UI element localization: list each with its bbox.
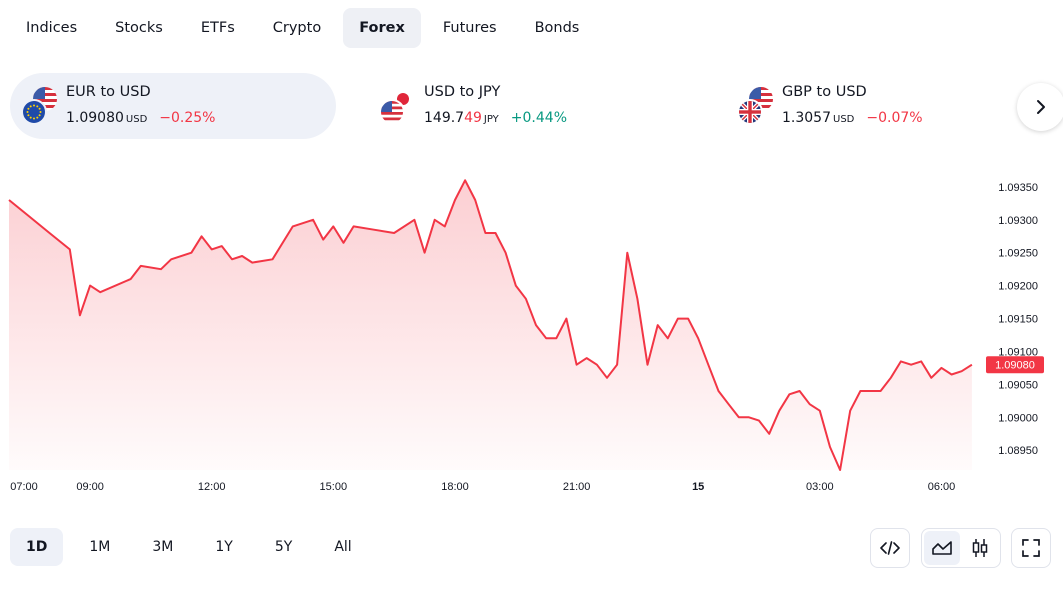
embed-code-icon: [880, 541, 900, 555]
tab-bonds[interactable]: Bonds: [534, 20, 580, 36]
y-axis: 1.09350 1.09300 1.09250 1.09200 1.09150 1.091…: [998, 182, 1038, 457]
x-tick-label: 18:00: [441, 481, 469, 493]
pair-flags: [737, 87, 773, 125]
chart-style-toggle: [921, 528, 1001, 568]
pair-unit: USD: [833, 114, 855, 125]
pair-card-eurusd[interactable]: EUR to USD 1.09080 USD −0.25%: [10, 73, 336, 139]
tab-forex[interactable]: Forex: [343, 8, 421, 48]
tab-crypto[interactable]: Crypto: [272, 20, 322, 36]
area-chart-icon: [932, 541, 952, 555]
us-flag-icon: [379, 99, 405, 125]
market-tabs: Indices Stocks ETFs Crypto Forex Futures…: [10, 8, 601, 48]
pair-quote: 149.749 JPY +0.44%: [424, 110, 567, 126]
pair-quote: 1.3057 USD −0.07%: [782, 110, 923, 126]
range-1m[interactable]: 1M: [89, 539, 111, 555]
x-tick-label: 07:00: [10, 481, 38, 493]
y-tick-label: 1.09300: [998, 215, 1038, 227]
price-area-fill: [9, 180, 972, 471]
x-tick-label: 15: [692, 481, 704, 493]
embed-button[interactable]: [870, 528, 910, 568]
pair-unit: JPY: [483, 114, 499, 125]
range-all[interactable]: All: [334, 539, 352, 555]
eu-flag-icon: [21, 99, 47, 125]
pair-quote: 1.09080 USD −0.25%: [66, 110, 216, 126]
pair-change: −0.25%: [159, 110, 216, 126]
next-pairs-button[interactable]: [1017, 83, 1063, 131]
area-style-button[interactable]: [924, 531, 960, 565]
range-5y[interactable]: 5Y: [274, 539, 293, 555]
pair-flags: [379, 87, 415, 125]
tab-stocks[interactable]: Stocks: [115, 20, 163, 36]
uk-flag-icon: [737, 99, 763, 125]
y-tick-label: 1.09250: [998, 248, 1038, 260]
chevron-right-icon: [1037, 100, 1045, 114]
range-3m[interactable]: 3M: [152, 539, 174, 555]
last-price-marker: 1.09080: [986, 356, 1044, 374]
x-tick-label: 21:00: [563, 481, 591, 493]
y-tick-label: 1.09000: [998, 412, 1038, 424]
range-1d[interactable]: 1D: [10, 528, 64, 566]
pair-name: GBP to USD: [782, 84, 867, 100]
pair-name: USD to JPY: [424, 84, 501, 100]
x-tick-label: 06:00: [928, 481, 956, 493]
fullscreen-icon: [1022, 539, 1040, 557]
y-tick-label: 1.09100: [998, 347, 1038, 359]
pair-change: −0.07%: [866, 110, 923, 126]
pair-change: +0.44%: [510, 110, 568, 126]
y-tick-label: 1.08950: [998, 445, 1038, 457]
pair-card-gbpusd[interactable]: GBP to USD 1.3057 USD −0.07%: [726, 73, 1016, 139]
price-chart[interactable]: 1.09350 1.09300 1.09250 1.09200 1.09150 1.091…: [0, 165, 1063, 505]
x-tick-label: 15:00: [320, 481, 348, 493]
x-tick-label: 12:00: [198, 481, 226, 493]
candle-style-button[interactable]: [962, 531, 998, 565]
pair-name: EUR to USD: [66, 84, 151, 100]
fullscreen-button[interactable]: [1011, 528, 1051, 568]
y-tick-label: 1.09200: [998, 281, 1038, 293]
pair-price: 1.09080: [66, 110, 124, 126]
range-selector: 1D 1M 3M 1Y 5Y All: [10, 528, 378, 566]
range-1y[interactable]: 1Y: [215, 539, 233, 555]
pair-flags: [21, 87, 57, 125]
x-tick-label: 03:00: [806, 481, 834, 493]
y-tick-label: 1.09050: [998, 379, 1038, 391]
pair-price: 1.3057: [782, 110, 831, 126]
y-tick-label: 1.09350: [998, 182, 1038, 194]
tab-futures[interactable]: Futures: [442, 20, 497, 36]
candlestick-icon: [972, 539, 988, 557]
tab-indices[interactable]: Indices: [26, 20, 78, 36]
pair-card-usdjpy[interactable]: USD to JPY 149.749 JPY +0.44%: [368, 73, 694, 139]
tab-etfs[interactable]: ETFs: [200, 20, 235, 36]
x-axis: 07:00 09:00 12:00 15:00 18:00 21:00 15 03:00 06:…: [10, 481, 955, 493]
pair-unit: USD: [125, 114, 148, 125]
y-tick-label: 1.09150: [998, 314, 1038, 326]
price-line: [8, 179, 973, 471]
pair-price-tail: 49: [464, 110, 482, 126]
pair-price: 149.7: [424, 110, 465, 126]
x-tick-label: 09:00: [76, 481, 104, 493]
last-price-label: 1.09080: [995, 360, 1035, 372]
